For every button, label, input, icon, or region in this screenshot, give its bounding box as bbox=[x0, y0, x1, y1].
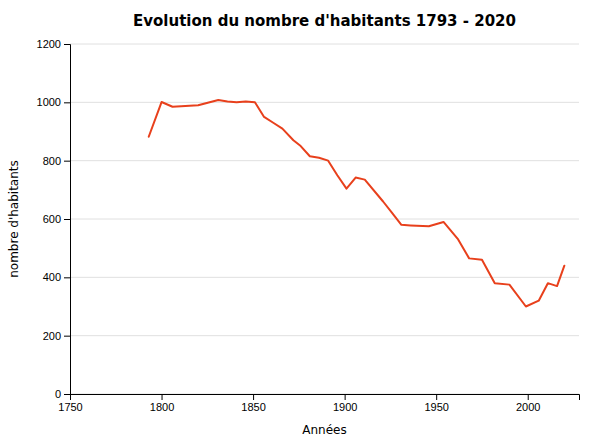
x-axis: 1750 1800 1850 1900 1950 2000 bbox=[58, 394, 579, 413]
x-tick: 1800 bbox=[150, 394, 174, 413]
y-axis-title: nombre d'habitants bbox=[7, 160, 21, 278]
x-tick: 1850 bbox=[241, 394, 265, 413]
grid-line bbox=[70, 219, 579, 220]
y-tick-mark bbox=[64, 161, 70, 162]
title: Evolution du nombre d'habitants 1793 - 2… bbox=[133, 12, 516, 30]
x-tick: 2000 bbox=[516, 394, 540, 413]
y-tick: 600 bbox=[43, 213, 70, 225]
y-tick-label: 200 bbox=[43, 330, 61, 342]
y-tick-mark bbox=[64, 102, 70, 103]
x-tick-mark bbox=[253, 394, 254, 400]
x-tick-label: 2000 bbox=[516, 401, 540, 413]
plot-area: 1750 1800 1850 1900 1950 2000 0 200 400 600 800 100… bbox=[37, 38, 580, 413]
y-axis: 0 200 400 600 800 1000 1200 bbox=[37, 38, 71, 400]
y-tick-mark bbox=[64, 336, 70, 337]
grid-line bbox=[70, 277, 579, 278]
x-tick-label: 1750 bbox=[58, 401, 82, 413]
y-axis-line bbox=[64, 45, 71, 395]
y-tick-mark bbox=[64, 44, 70, 45]
x-tick-label: 1800 bbox=[150, 401, 174, 413]
y-tick-label: 600 bbox=[43, 213, 61, 225]
grid-line bbox=[70, 44, 579, 45]
y-tick: 0 bbox=[55, 388, 70, 400]
y-tick: 400 bbox=[43, 271, 70, 283]
x-tick-label: 1950 bbox=[424, 401, 448, 413]
grid-line bbox=[70, 102, 579, 103]
grid-line bbox=[70, 335, 579, 336]
x-tick-mark bbox=[436, 394, 437, 400]
y-tick-mark bbox=[64, 277, 70, 278]
x-axis-line bbox=[71, 395, 580, 401]
y-tick-label: 800 bbox=[43, 155, 61, 167]
series bbox=[149, 100, 565, 307]
y-tick-label: 1000 bbox=[37, 96, 61, 108]
y-tick-label: 400 bbox=[43, 271, 61, 283]
grid bbox=[70, 44, 579, 394]
x-tick-mark bbox=[162, 394, 163, 400]
chart: 1750 1800 1850 1900 1950 2000 0 200 400 600 800 100… bbox=[0, 0, 603, 446]
x-tick-mark bbox=[528, 394, 529, 400]
x-axis-title: Années bbox=[302, 423, 346, 437]
y-tick: 200 bbox=[43, 330, 70, 342]
y-tick-label: 1200 bbox=[37, 38, 61, 50]
y-tick-mark bbox=[64, 394, 70, 395]
x-tick: 1750 bbox=[58, 394, 82, 413]
y-tick: 1200 bbox=[37, 38, 70, 50]
y-tick-label: 0 bbox=[55, 388, 61, 400]
y-tick-mark bbox=[64, 219, 70, 220]
x-tick-label: 1850 bbox=[241, 401, 265, 413]
x-tick: 1900 bbox=[333, 394, 357, 413]
line bbox=[149, 100, 565, 307]
x-tick-label: 1900 bbox=[333, 401, 357, 413]
y-tick: 800 bbox=[43, 155, 70, 167]
x-tick-mark bbox=[345, 394, 346, 400]
y-tick: 1000 bbox=[37, 96, 70, 108]
x-tick: 1950 bbox=[424, 394, 448, 413]
